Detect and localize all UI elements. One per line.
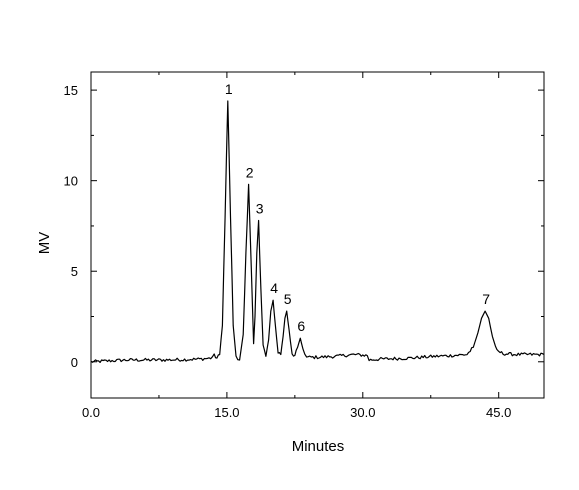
x-tick-label: 45.0 [486, 405, 511, 420]
x-axis-label: Minutes [292, 438, 345, 455]
x-tick-label: 15.0 [214, 405, 239, 420]
x-tick-label: 0.0 [82, 405, 100, 420]
y-axis-label: MV [36, 232, 53, 255]
x-axis-ticks: 0.0 15.0 30.0 45.0 [82, 72, 511, 420]
chromatogram-trace [90, 100, 545, 363]
peak-label-5: 5 [284, 291, 292, 307]
peak-label-3: 3 [256, 201, 264, 217]
peak-label-6: 6 [297, 318, 305, 334]
peak-labels: 1 2 3 456 7 [225, 81, 490, 334]
peak-label-1: 1 [225, 81, 233, 97]
x-tick-label: 30.0 [350, 405, 375, 420]
peak-label-7: 7 [482, 291, 490, 307]
y-tick-label: 0 [71, 355, 78, 370]
y-tick-label: 10 [64, 174, 78, 189]
peak-label-4: 4 [270, 280, 278, 296]
peak-label-2: 2 [246, 164, 254, 180]
y-tick-label: 15 [64, 83, 78, 98]
y-tick-label: 5 [71, 264, 78, 279]
plot-area-frame [90, 71, 545, 399]
